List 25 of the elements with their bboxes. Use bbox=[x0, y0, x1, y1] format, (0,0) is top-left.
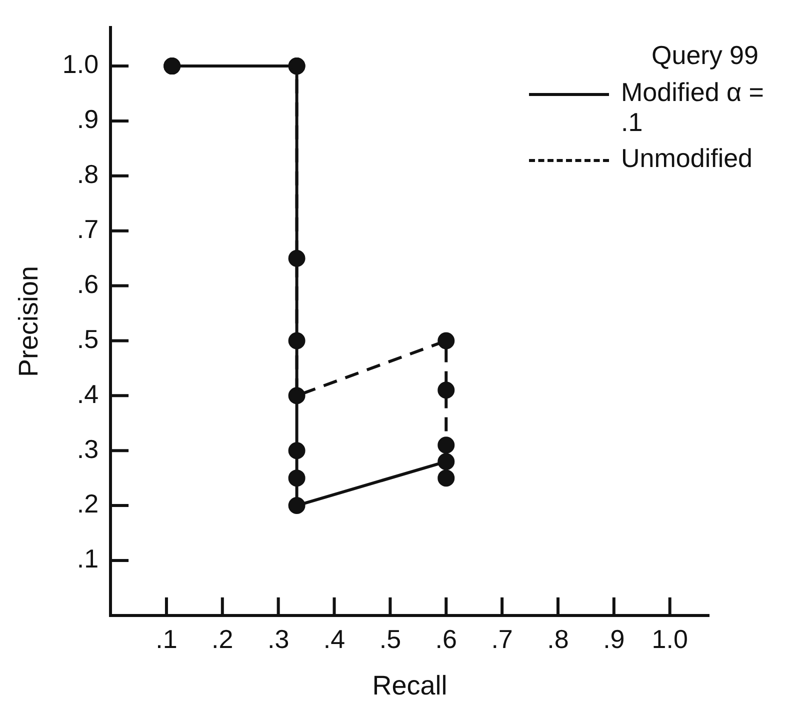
y-tick-label: .7 bbox=[76, 214, 99, 244]
legend-label: Modified α = .1 bbox=[621, 77, 765, 137]
x-tick-label: .8 bbox=[547, 624, 569, 654]
x-tick-label: .1 bbox=[156, 624, 178, 654]
x-tick-label: .9 bbox=[603, 624, 625, 654]
y-tick-label: .5 bbox=[76, 324, 99, 354]
x-axis-title: Recall bbox=[372, 670, 448, 700]
y-tick-label: .8 bbox=[76, 159, 99, 190]
y-tick-label: .3 bbox=[76, 434, 99, 464]
x-tick-label: 1.0 bbox=[652, 624, 688, 654]
y-tick-label: .4 bbox=[76, 378, 99, 409]
x-tick-label: .6 bbox=[435, 624, 457, 654]
x-tick-label: .4 bbox=[323, 624, 346, 654]
y-tick-label: .1 bbox=[76, 544, 99, 574]
legend-title: Query 99 bbox=[650, 40, 760, 71]
y-axis-title: Precision bbox=[14, 266, 44, 378]
x-tick-label: .7 bbox=[491, 624, 513, 654]
x-tick-label: .2 bbox=[212, 624, 234, 654]
y-tick-label: .6 bbox=[76, 268, 99, 299]
x-tick-label: .3 bbox=[267, 624, 290, 654]
legend-label: Unmodified bbox=[621, 143, 754, 173]
y-tick-label: .9 bbox=[76, 104, 99, 134]
y-tick-label: .2 bbox=[76, 488, 99, 519]
x-tick-label: .5 bbox=[379, 624, 402, 654]
y-tick-label: 1.0 bbox=[62, 49, 99, 80]
